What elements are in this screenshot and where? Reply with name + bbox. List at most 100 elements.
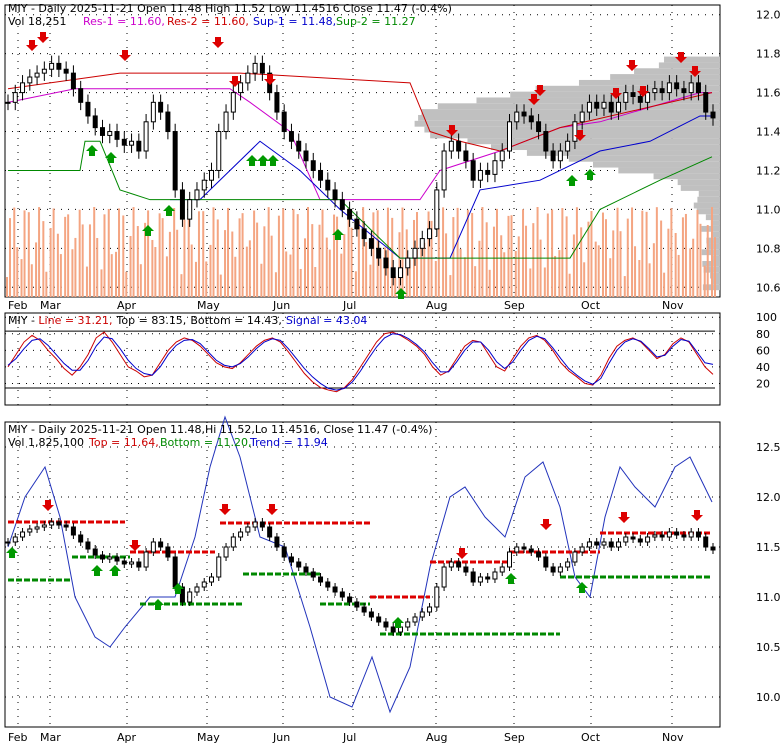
volume-bar xyxy=(268,207,270,297)
candle-body xyxy=(653,535,657,537)
volume-bar xyxy=(685,214,687,297)
candle-body xyxy=(137,141,141,151)
candle-body xyxy=(478,577,482,582)
candle-body xyxy=(71,527,75,535)
stochastic-y-axis: 10080604020 xyxy=(756,311,777,390)
volume-bar xyxy=(380,259,382,297)
volume-bar xyxy=(620,231,622,297)
candle-body xyxy=(689,532,693,537)
candle-body xyxy=(297,141,301,151)
trend-x-tick: May xyxy=(197,731,220,744)
stochastic-top-label: Top = 83.15, xyxy=(116,314,187,327)
candle-body xyxy=(282,112,286,131)
candle-body xyxy=(79,535,83,542)
volume-bar xyxy=(678,255,680,297)
volume-bar xyxy=(111,254,113,297)
candle-body xyxy=(638,539,642,542)
candle-body xyxy=(42,525,46,527)
candle-body xyxy=(79,89,83,103)
res2-label: Res-2 = 11.60, xyxy=(167,15,249,28)
candle-body xyxy=(428,229,432,239)
candle-body xyxy=(522,112,526,116)
volume-profile-bar xyxy=(702,226,720,232)
sup2-label: Sup-2 = 11.27 xyxy=(336,15,416,28)
candle-body xyxy=(159,542,163,547)
candle-body xyxy=(435,190,439,229)
volume-bar xyxy=(154,247,156,297)
trend-x-tick: Aug xyxy=(426,731,447,744)
candle-body xyxy=(173,557,177,587)
candle-body xyxy=(224,547,228,557)
trend-y-tick: 10.5 xyxy=(756,641,780,654)
volume-bar xyxy=(249,240,251,297)
candle-body xyxy=(115,132,119,140)
candle-body xyxy=(522,547,526,549)
volume-bar xyxy=(336,217,338,297)
candle-body xyxy=(682,535,686,537)
candle-body xyxy=(369,239,373,249)
candle-body xyxy=(50,522,54,525)
candle-body xyxy=(297,562,301,567)
volume-profile-bar xyxy=(702,249,720,255)
volume-bar xyxy=(173,208,175,297)
candle-body xyxy=(617,102,621,112)
volume-bar xyxy=(53,208,55,297)
candle-body xyxy=(478,170,482,180)
volume-bar xyxy=(82,224,84,297)
volume-bar xyxy=(598,245,600,297)
trend-x-tick: Mar xyxy=(40,731,61,744)
candle-body xyxy=(638,96,642,102)
candle-body xyxy=(515,547,519,552)
volume-profile-bar xyxy=(678,179,720,185)
volume-bar xyxy=(246,247,248,297)
trend-y-tick: 11.0 xyxy=(756,591,780,604)
volume-bar xyxy=(297,214,299,297)
volume-bar xyxy=(125,272,127,297)
candle-body xyxy=(413,248,417,258)
candle-body xyxy=(71,73,75,89)
volume-profile-bar xyxy=(697,208,720,214)
volume-profile-bar xyxy=(569,156,720,162)
candle-body xyxy=(369,612,373,617)
candle-body xyxy=(340,592,344,597)
candle-body xyxy=(631,537,635,539)
candle-body xyxy=(108,132,112,136)
volume-bar xyxy=(231,232,233,297)
candle-body xyxy=(602,542,606,545)
volume-bar xyxy=(122,215,124,297)
candle-body xyxy=(144,122,148,151)
stochastic-panel: 10080604020 MIY - Line = 31.21, Top = 83.… xyxy=(5,311,777,405)
volume-bar xyxy=(21,259,23,297)
candle-body xyxy=(137,562,141,567)
candle-body xyxy=(486,577,490,579)
volume-bar xyxy=(595,242,597,297)
stochastic-y-tick: 20 xyxy=(756,377,770,390)
volume-bar xyxy=(699,224,701,297)
volume-bar xyxy=(605,219,607,297)
candle-body xyxy=(689,83,693,93)
candle-body xyxy=(210,577,214,582)
candle-body xyxy=(537,552,541,557)
volume-bar xyxy=(576,207,578,297)
candle-body xyxy=(435,587,439,607)
candle-body xyxy=(391,268,395,278)
candle-body xyxy=(377,617,381,622)
volume-profile-bar xyxy=(712,232,720,238)
candle-body xyxy=(500,151,504,161)
volume-bar xyxy=(224,230,226,297)
volume-bar xyxy=(547,214,549,297)
price-panel: 12.011.811.611.411.211.010.810.6 Feb Mar A… xyxy=(5,2,780,312)
volume-profile-bar xyxy=(634,68,720,74)
volume-bar xyxy=(140,264,142,297)
candle-body xyxy=(100,128,104,136)
volume-bar xyxy=(278,216,280,297)
volume-bar xyxy=(166,256,168,297)
trend-bottom-label: Bottom = 11.20, xyxy=(160,436,252,449)
trend-panel: 12.512.011.511.010.510.0 Feb Mar Apr May Jun… xyxy=(5,417,780,744)
candle-body xyxy=(130,141,134,145)
volume-bar xyxy=(554,256,556,297)
candle-body xyxy=(667,83,671,93)
candle-body xyxy=(566,141,570,151)
volume-bar xyxy=(481,207,483,297)
sup1-label: Sup-1 = 11.48, xyxy=(253,15,336,28)
